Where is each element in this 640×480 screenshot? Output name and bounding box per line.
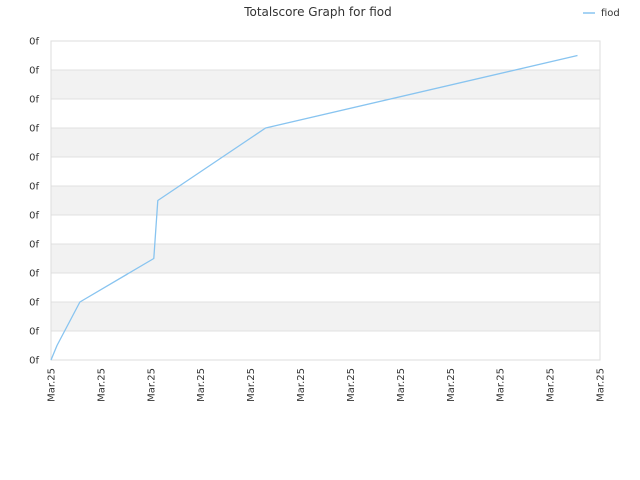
x-tick-label: Mar.25 bbox=[496, 368, 507, 402]
x-tick-label: Mar.25 bbox=[146, 368, 157, 402]
y-tick-label: 0f bbox=[29, 37, 39, 48]
y-tick-label: 0f bbox=[29, 269, 39, 280]
y-axis-tick-labels: 0f 0f 0f 0f 0f 0f 0f 0f 0f 0f 0f 0f bbox=[29, 37, 39, 367]
x-tick-label: Mar.25 bbox=[47, 368, 58, 402]
y-tick-label: 0f bbox=[29, 327, 39, 338]
x-tick-label: Mar.25 bbox=[446, 368, 457, 402]
y-tick-label: 0f bbox=[29, 124, 39, 135]
x-tick-label: Mar.25 bbox=[296, 368, 307, 402]
y-tick-label: 0f bbox=[29, 66, 39, 77]
y-tick-label: 0f bbox=[29, 153, 39, 164]
x-tick-label: Mar.25 bbox=[246, 368, 257, 402]
background-bands bbox=[51, 70, 600, 331]
x-tick-label: Mar.25 bbox=[346, 368, 357, 402]
y-tick-label: 0f bbox=[29, 211, 39, 222]
background-band bbox=[51, 70, 600, 99]
y-tick-label: 0f bbox=[29, 95, 39, 106]
gridlines bbox=[51, 69, 600, 332]
y-tick-label: 0f bbox=[29, 356, 39, 367]
legend-label-fiod: fiod bbox=[601, 8, 620, 19]
chart-title: Totalscore Graph for fiod bbox=[243, 5, 392, 19]
background-band bbox=[51, 302, 600, 331]
background-band bbox=[51, 128, 600, 157]
legend: fiod bbox=[583, 8, 620, 19]
x-axis-tick-labels: Mar.25 Mar.25 Mar.25 Mar.25 Mar.25 Mar.25 Mar.… bbox=[47, 368, 607, 402]
plot-frame bbox=[50, 40, 601, 361]
y-tick-label: 0f bbox=[29, 298, 39, 309]
background-band bbox=[51, 186, 600, 215]
x-tick-label: Mar.25 bbox=[196, 368, 207, 402]
series-layer bbox=[50, 54, 578, 361]
x-tick-label: Mar.25 bbox=[96, 368, 107, 402]
x-tick-label: Mar.25 bbox=[596, 368, 607, 402]
y-tick-label: 0f bbox=[29, 240, 39, 251]
series-line-fiod bbox=[50, 54, 578, 361]
y-tick-label: 0f bbox=[29, 182, 39, 193]
background-band bbox=[51, 244, 600, 273]
x-tick-label: Mar.25 bbox=[396, 368, 407, 402]
x-tick-label: Mar.25 bbox=[546, 368, 557, 402]
